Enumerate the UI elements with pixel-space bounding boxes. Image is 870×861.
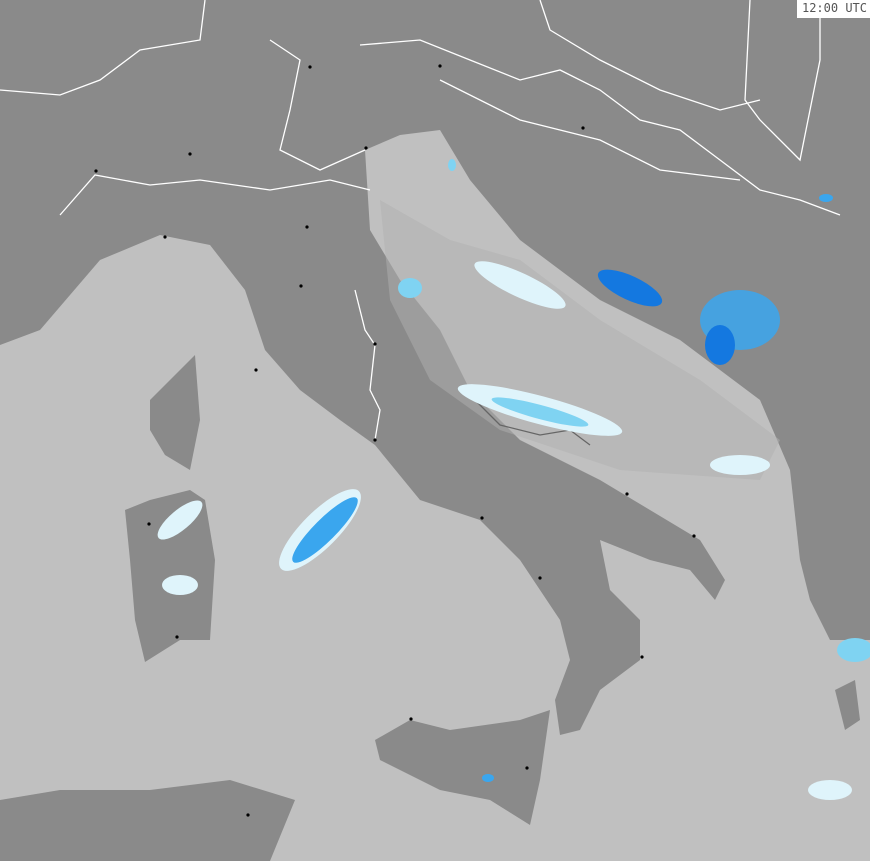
precip-gargano xyxy=(710,455,770,475)
precip-bosnia1 xyxy=(597,269,663,307)
precip-abruzzo-core xyxy=(491,397,589,427)
city-dots xyxy=(94,64,696,817)
precip-bosnia3 xyxy=(705,325,735,365)
timestamp-label: 12:00 UTC xyxy=(796,0,870,18)
precip-adriatic xyxy=(474,261,566,309)
precip-sardinia-s xyxy=(162,575,198,595)
sardinia xyxy=(125,490,215,662)
africa xyxy=(0,780,295,861)
precip-sardinia xyxy=(157,500,203,540)
precipitation xyxy=(157,159,870,800)
precip-ionian xyxy=(808,780,852,800)
precip-istria xyxy=(448,159,456,171)
borders xyxy=(0,0,841,446)
precip-greece xyxy=(837,638,870,662)
precip-sicily xyxy=(482,774,494,782)
corsica xyxy=(150,355,200,470)
precip-marche xyxy=(398,278,422,298)
greek-island xyxy=(835,680,860,730)
precip-ne xyxy=(819,194,833,202)
sicily xyxy=(375,710,550,825)
precip-tyrrhenian-core xyxy=(292,497,358,563)
